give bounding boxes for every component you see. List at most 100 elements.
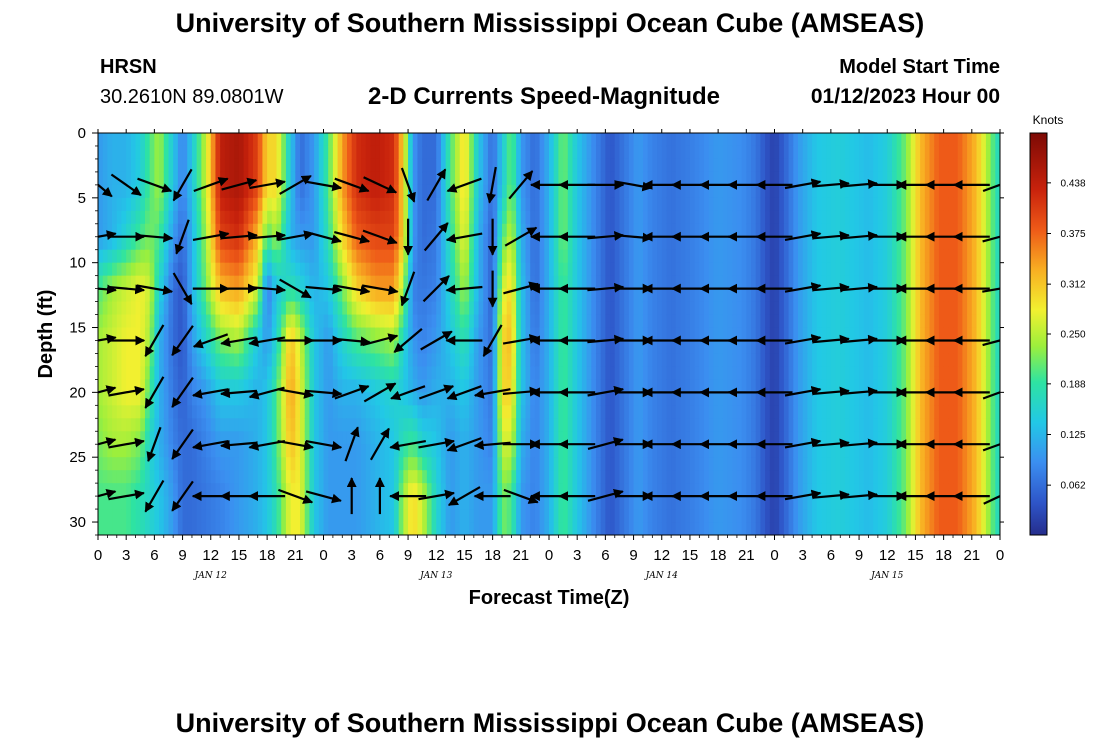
heatmap-cell [417,353,423,368]
heatmap-cell [271,392,278,406]
heatmap-cell [281,496,287,510]
heatmap-cell [187,483,193,497]
heatmap-cell [206,197,212,212]
heatmap-cell [511,327,517,342]
heatmap-cell [849,483,855,497]
heatmap-cell [487,145,494,160]
heatmap-cell [600,431,606,445]
heatmap-cell [689,275,696,290]
heatmap-cell [267,379,273,393]
heatmap-cell [224,288,231,303]
heatmap-cell [765,418,771,432]
heatmap-cell [680,366,686,380]
heatmap-cell [328,392,334,406]
heatmap-cell [718,288,724,303]
heatmap-cell [318,223,325,238]
heatmap-cell [760,392,766,406]
heatmap-cell [126,353,132,368]
heatmap-cell [497,171,503,186]
heatmap-cell [276,496,282,510]
heatmap-cell [121,431,127,445]
heatmap-cell [605,457,611,471]
heatmap-cell [276,340,282,355]
heatmap-cell [558,249,564,264]
heatmap-cell [332,158,339,173]
heatmap-cell [624,197,630,212]
heatmap-cell [553,301,559,316]
heatmap-cell [736,327,743,342]
heatmap-cell [534,197,541,212]
heatmap-cell [783,340,790,355]
heatmap-cell [713,353,719,368]
heatmap-cell [473,171,480,186]
heatmap-cell [525,314,531,329]
heatmap-cell [290,431,296,445]
heatmap-cell [520,275,527,290]
heatmap-cell [351,197,357,212]
heatmap-cell [492,470,498,484]
heatmap-cell [473,184,480,199]
heatmap-cell [478,288,484,303]
heatmap-cell [826,431,832,445]
heatmap-cell [398,171,404,186]
heatmap-cell [375,171,381,186]
heatmap-cell [98,145,104,160]
heatmap-cell [276,184,282,199]
heatmap-cell [206,145,212,160]
heatmap-cell [323,470,329,484]
heatmap-cell [304,327,311,342]
heatmap-cell [234,171,240,186]
heatmap-cell [483,379,489,393]
heatmap-cell [830,366,837,380]
heatmap-cell [699,262,705,277]
heatmap-cell [445,340,451,355]
heatmap-cell [497,470,503,484]
heatmap-cell [365,301,372,316]
heatmap-cell [332,418,339,432]
heatmap-cell [605,353,611,368]
heatmap-cell [718,509,724,523]
heatmap-cell [215,275,221,290]
heatmap-cell [563,327,569,342]
heatmap-cell [412,379,419,393]
heatmap-cell [234,145,240,160]
heatmap-cell [751,262,757,277]
heatmap-cell [516,133,522,147]
heatmap-cell [807,379,813,393]
heatmap-cell [661,184,668,199]
heatmap-cell [154,301,160,316]
heatmap-cell [685,275,691,290]
heatmap-cell [586,509,592,523]
heatmap-cell [159,405,165,419]
heatmap-cell [746,171,752,186]
heatmap-cell [520,314,527,329]
heatmap-cell [783,314,790,329]
heatmap-cell [553,522,559,535]
heatmap-cell [657,288,663,303]
heatmap-cell [642,366,649,380]
heatmap-cell [126,405,132,419]
heatmap-cell [760,249,766,264]
heatmap-cell [534,366,541,380]
heatmap-cell [657,327,663,342]
heatmap-cell [107,184,113,199]
heatmap-cell [469,171,475,186]
heatmap-cell [375,145,381,160]
heatmap-cell [238,444,245,458]
heatmap-cell [384,197,390,212]
heatmap-cell [102,470,108,484]
heatmap-cell [812,366,818,380]
heatmap-cell [196,158,202,173]
heatmap-cell [718,275,724,290]
heatmap-cell [544,249,550,264]
heatmap-cell [699,431,705,445]
heatmap-cell [436,509,442,523]
heatmap-cell [774,210,780,225]
heatmap-cell [332,340,339,355]
heatmap-cell [116,158,123,173]
heatmap-cell [788,392,794,406]
heatmap-cell [675,522,682,535]
heatmap-cell [642,171,649,186]
heatmap-cell [455,288,461,303]
heatmap-cell [492,457,498,471]
